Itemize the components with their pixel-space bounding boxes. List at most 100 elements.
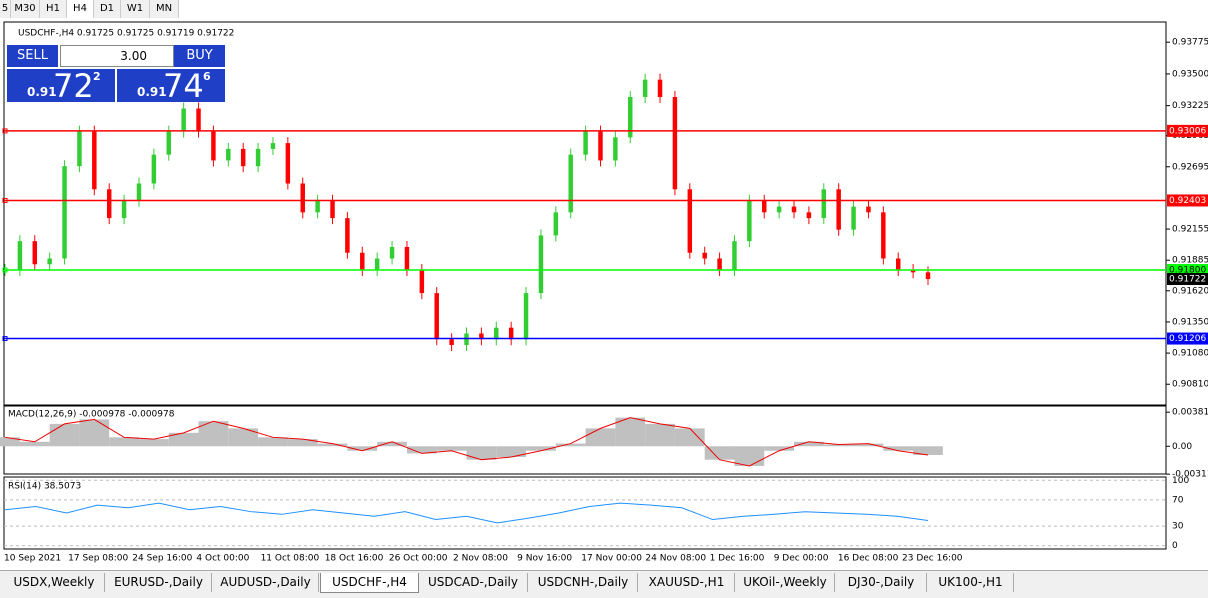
sell-price[interactable]: 0.91 72 2 [7, 67, 115, 105]
candle [657, 79, 663, 97]
y-tick-label: 0.91620 [1172, 286, 1208, 296]
candle [151, 154, 157, 184]
candle [732, 241, 737, 271]
sell-point: 2 [93, 70, 101, 83]
level-tag [1167, 332, 1208, 345]
timeframe[interactable]: 5 [0, 0, 11, 18]
macd-bar [585, 428, 616, 447]
macd-bar [79, 419, 110, 447]
buy-button[interactable]: BUY [174, 45, 225, 67]
candle [613, 137, 618, 161]
x-label: 4 Oct 00:00 [196, 554, 249, 564]
level-label: 0.91722 [1169, 275, 1206, 285]
candle [553, 212, 559, 236]
y-tick-label: 0.91885 [1172, 256, 1208, 266]
macd-bar [138, 439, 169, 447]
timeframe[interactable]: H4 [67, 0, 94, 18]
macd-bar [674, 428, 705, 447]
candle [851, 206, 856, 230]
candle [672, 96, 678, 190]
x-label: 26 Oct 00:00 [389, 554, 448, 564]
lots-input[interactable]: 3.00 [60, 45, 174, 67]
rsi-frame [3, 476, 1167, 550]
tab[interactable]: AUDUSD-,Daily [213, 573, 319, 592]
tab-bar: USDX,Weekly EURUSD-,Daily AUDUSD-,Daily USD… [0, 570, 1208, 598]
candle [360, 252, 365, 271]
candle [806, 212, 812, 219]
y-tick-label: 0.93225 [1172, 101, 1208, 111]
timeframe[interactable]: MN [150, 0, 179, 18]
tab[interactable]: USDCHF-,H4 [320, 573, 419, 593]
rsi-tick-label: 100 [1172, 476, 1189, 486]
tab[interactable]: USDCAD-,Daily [419, 573, 528, 592]
x-label: 18 Oct 16:00 [325, 554, 384, 564]
macd-bar [615, 417, 646, 447]
candle [866, 206, 871, 213]
x-label: 24 Nov 08:00 [645, 554, 706, 564]
y-tick-label: 0.93775 [1172, 38, 1208, 48]
y-tick-label: 0.91350 [1172, 317, 1208, 327]
candle [77, 131, 82, 167]
tab[interactable]: USDCNH-,Daily [529, 573, 638, 592]
macd-bar [823, 444, 854, 447]
candle [166, 131, 171, 155]
candle [598, 131, 603, 161]
candle [404, 246, 410, 271]
x-label: 17 Sep 08:00 [68, 554, 128, 564]
macd-bar [466, 446, 497, 460]
timeframe[interactable]: M30 [11, 0, 40, 18]
rsi-tick-label: 0 [1172, 541, 1178, 551]
macd-bar [853, 443, 884, 447]
sell-button[interactable]: SELL [7, 45, 58, 67]
candle [315, 200, 320, 213]
x-label: 23 Dec 16:00 [902, 554, 963, 564]
rsi-title: RSI(14) 38.5073 [8, 482, 81, 492]
candle [17, 241, 23, 271]
tab[interactable]: XAUUSD-,H1 [639, 573, 735, 592]
level-handle [2, 336, 8, 342]
buy-price[interactable]: 0.91 74 6 [117, 67, 225, 105]
candle [47, 258, 52, 265]
candle [762, 200, 767, 213]
macd-bar [258, 437, 288, 447]
timeframe[interactable]: W1 [121, 0, 150, 18]
macd-tick-label: -0.003115 [1172, 470, 1208, 480]
candle [270, 143, 276, 149]
macd-bar [377, 441, 407, 447]
level-label: 0.91206 [1169, 334, 1206, 344]
candle [106, 189, 112, 219]
header: USDCHF-,H4 0.91725 0.91725 0.91719 0.917… [18, 29, 234, 39]
macd-bar [109, 437, 139, 447]
buy-point: 6 [203, 70, 211, 83]
candle [538, 235, 544, 294]
candle [389, 246, 395, 259]
macd-bar [913, 446, 943, 456]
level-handle [2, 267, 8, 273]
macd-tick-label: 0.00 [1172, 442, 1192, 452]
macd-bar [526, 446, 556, 451]
tab[interactable]: EURUSD-,Daily [106, 573, 212, 592]
candle [881, 212, 886, 259]
rsi-tick-label: 30 [1172, 522, 1184, 532]
candle [434, 293, 439, 340]
macd-bar [883, 446, 914, 451]
timeframe[interactable]: H1 [40, 0, 67, 18]
y-tick-label: 0.90810 [1172, 380, 1208, 390]
tab[interactable]: UK100-,H1 [928, 573, 1014, 592]
candle [628, 96, 633, 138]
macd-bar [19, 441, 50, 447]
candle [449, 339, 454, 346]
level-label: 0.92403 [1169, 196, 1206, 206]
tab[interactable]: USDX,Weekly [4, 573, 105, 592]
level-label: 0.91800 [1169, 266, 1206, 276]
tab[interactable]: UKOil-,Weekly [736, 573, 835, 592]
sell-pips: 72 [53, 67, 94, 105]
timeframe[interactable]: D1 [94, 0, 121, 18]
tab[interactable]: DJ30-,Daily [836, 573, 927, 592]
level-handle [2, 128, 8, 134]
candle [374, 258, 380, 271]
candle [523, 293, 529, 340]
macd-bar [436, 446, 467, 451]
x-label: 24 Sep 16:00 [132, 554, 192, 564]
